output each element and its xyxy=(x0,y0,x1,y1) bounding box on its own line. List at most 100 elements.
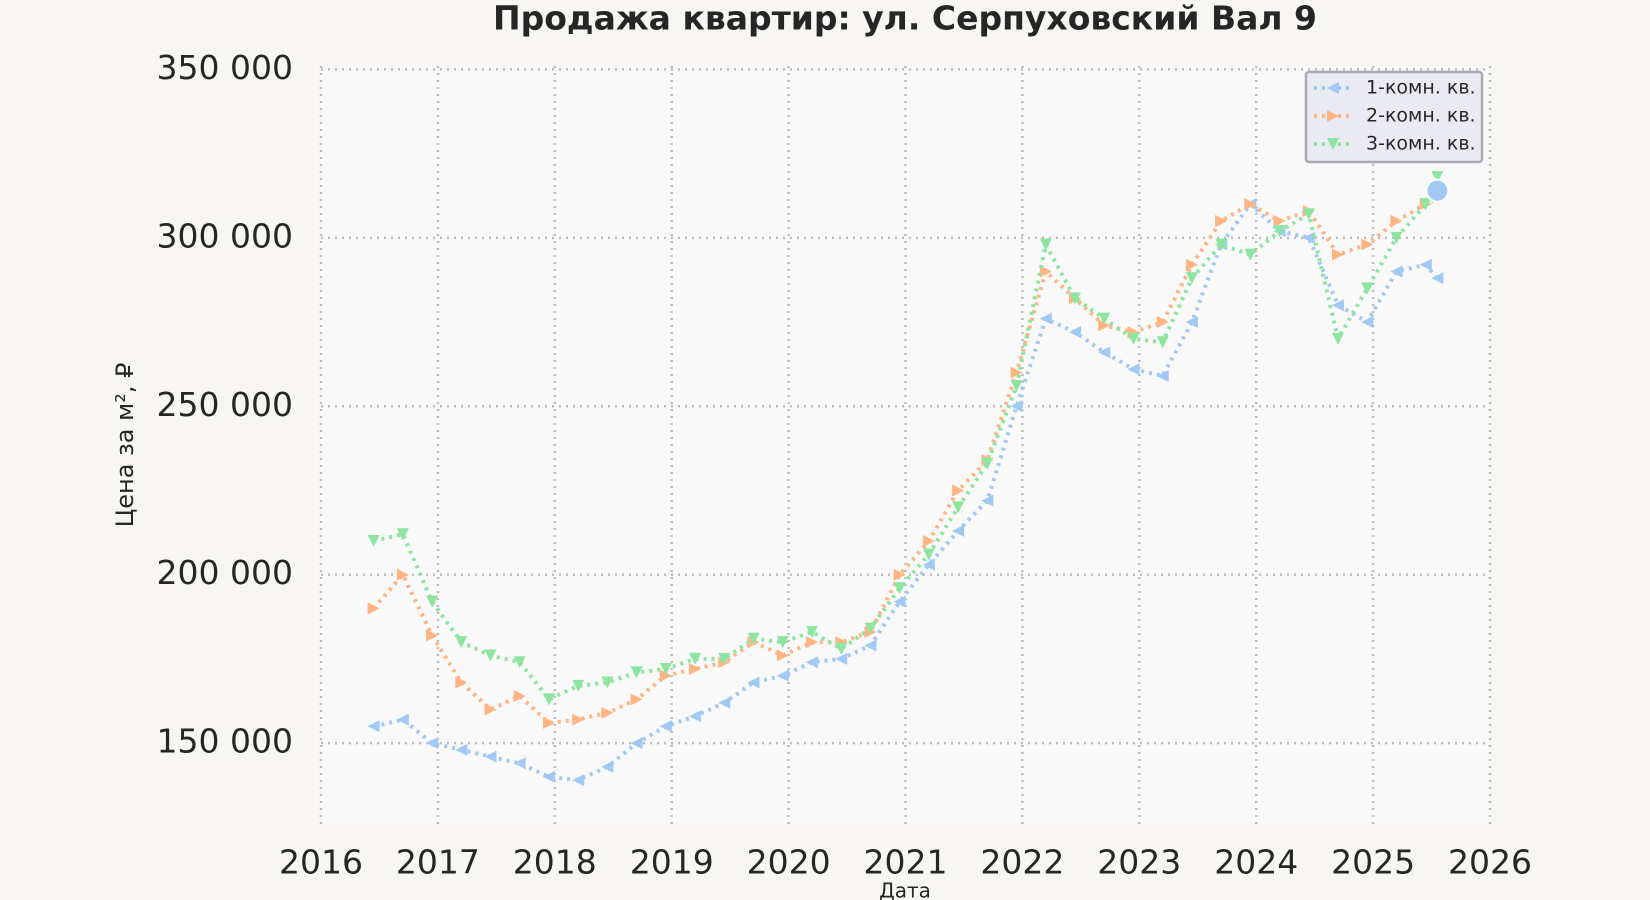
point-marker xyxy=(893,568,906,581)
point-marker xyxy=(1127,332,1140,345)
y-tick-label: 350 000 xyxy=(157,48,293,87)
x-tick-label: 2017 xyxy=(396,843,480,882)
point-marker xyxy=(484,703,497,716)
x-tick-label: 2023 xyxy=(1097,843,1181,882)
point-marker xyxy=(1185,258,1198,271)
point-marker xyxy=(659,720,672,733)
point-marker xyxy=(659,663,672,676)
point-marker xyxy=(893,595,906,608)
x-tick-label: 2019 xyxy=(630,843,714,882)
point-marker xyxy=(455,743,468,756)
point-marker xyxy=(689,663,702,676)
point-marker xyxy=(1390,231,1403,244)
point-marker xyxy=(893,582,906,595)
point-marker xyxy=(426,595,439,608)
point-marker xyxy=(455,636,468,649)
x-axis-label: Дата xyxy=(879,879,931,900)
point-marker xyxy=(1273,225,1286,238)
point-marker xyxy=(1098,312,1111,325)
point-marker xyxy=(1010,380,1023,393)
point-marker xyxy=(601,760,614,773)
point-marker xyxy=(718,652,731,665)
point-marker xyxy=(1361,316,1374,329)
point-marker xyxy=(981,494,994,507)
point-marker xyxy=(1390,265,1403,278)
point-marker xyxy=(1098,346,1111,359)
legend-marker xyxy=(1327,82,1339,94)
legend-marker xyxy=(1327,110,1339,122)
x-tick-label: 2020 xyxy=(747,843,831,882)
point-marker xyxy=(367,535,380,548)
point-marker xyxy=(689,710,702,723)
point-marker xyxy=(864,639,877,652)
point-marker xyxy=(1156,316,1169,329)
point-marker xyxy=(952,501,965,514)
point-marker xyxy=(601,706,614,719)
point-marker xyxy=(572,713,585,726)
point-marker xyxy=(1332,299,1345,312)
point-marker xyxy=(1069,326,1082,339)
latest-point xyxy=(1425,178,1450,203)
point-marker xyxy=(805,656,818,669)
point-marker xyxy=(835,642,848,655)
point-marker xyxy=(1390,214,1403,227)
x-tick-label: 2018 xyxy=(513,843,597,882)
point-marker xyxy=(1010,400,1023,413)
y-axis-label: Цена за м², ₽ xyxy=(111,363,139,528)
point-marker xyxy=(572,774,585,787)
point-marker xyxy=(513,757,526,770)
series-line xyxy=(373,176,1440,702)
point-marker xyxy=(1185,316,1198,329)
y-tick-label: 150 000 xyxy=(157,722,293,761)
point-marker xyxy=(1361,282,1374,295)
point-marker xyxy=(601,676,614,689)
point-marker xyxy=(747,676,760,689)
x-tick-label: 2025 xyxy=(1331,843,1415,882)
point-marker xyxy=(922,548,935,561)
legend-label: 1-комн. кв. xyxy=(1366,77,1476,99)
point-marker xyxy=(1127,363,1140,376)
point-marker xyxy=(805,636,818,649)
point-marker xyxy=(1156,336,1169,349)
point-marker xyxy=(1215,238,1228,251)
point-marker xyxy=(1069,292,1082,305)
point-marker xyxy=(396,528,409,541)
point-marker xyxy=(718,696,731,709)
point-marker xyxy=(484,750,497,763)
point-marker xyxy=(835,652,848,665)
point-marker xyxy=(1039,312,1052,325)
legend-label: 3-комн. кв. xyxy=(1366,133,1476,155)
point-marker xyxy=(805,625,818,638)
point-marker xyxy=(1332,332,1345,345)
point-marker xyxy=(1302,231,1315,244)
y-tick-label: 300 000 xyxy=(157,216,293,255)
point-marker xyxy=(689,652,702,665)
point-marker xyxy=(513,656,526,669)
legend-label: 2-комн. кв. xyxy=(1366,105,1476,127)
legend-box xyxy=(1304,70,1484,164)
point-marker xyxy=(572,679,585,692)
point-marker xyxy=(1361,238,1374,251)
point-marker xyxy=(952,484,965,497)
point-marker xyxy=(542,770,555,783)
x-tick-label: 2016 xyxy=(279,843,363,882)
point-marker xyxy=(1419,198,1432,211)
point-marker xyxy=(630,737,643,750)
point-marker xyxy=(396,713,409,726)
x-tick-label: 2021 xyxy=(864,843,948,882)
point-marker xyxy=(776,649,789,662)
point-marker xyxy=(1039,265,1052,278)
point-marker xyxy=(1098,319,1111,332)
legend-marker xyxy=(1327,138,1339,150)
y-tick-label: 250 000 xyxy=(157,385,293,424)
point-marker xyxy=(747,632,760,645)
point-marker xyxy=(1215,214,1228,227)
x-tick-label: 2024 xyxy=(1214,843,1298,882)
point-marker xyxy=(1332,248,1345,261)
point-marker xyxy=(1431,171,1444,184)
point-marker xyxy=(981,457,994,470)
point-marker xyxy=(630,693,643,706)
point-marker xyxy=(1244,248,1257,261)
